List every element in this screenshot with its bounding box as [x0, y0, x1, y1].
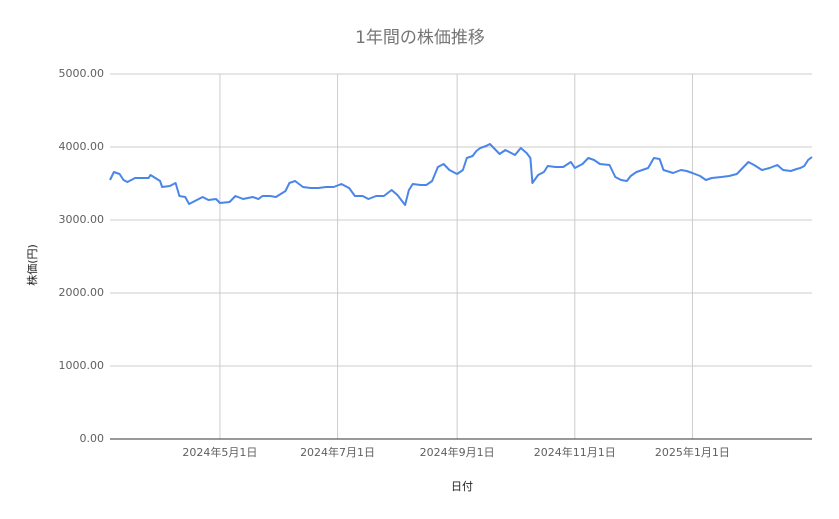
- x-tick-label: 2024年5月1日: [182, 445, 257, 459]
- y-tick-label: 4000.00: [59, 140, 105, 153]
- y-axis-title: 株価(円): [25, 244, 39, 286]
- x-tick-label: 2024年11月1日: [534, 445, 616, 459]
- x-axis-title: 日付: [451, 480, 473, 493]
- x-tick-label: 2024年7月1日: [300, 445, 375, 459]
- y-tick-label: 3000.00: [59, 213, 105, 226]
- x-tick-label: 2025年1月1日: [655, 445, 730, 459]
- chart-title: 1年間の株価推移: [355, 28, 485, 48]
- y-tick-label: 1000.00: [59, 359, 105, 372]
- y-tick-label: 0.00: [80, 432, 105, 445]
- price-line: [109, 143, 813, 206]
- y-tick-label: 2000.00: [59, 286, 105, 299]
- x-tick-label: 2024年9月1日: [420, 445, 495, 459]
- y-tick-label: 5000.00: [59, 67, 105, 80]
